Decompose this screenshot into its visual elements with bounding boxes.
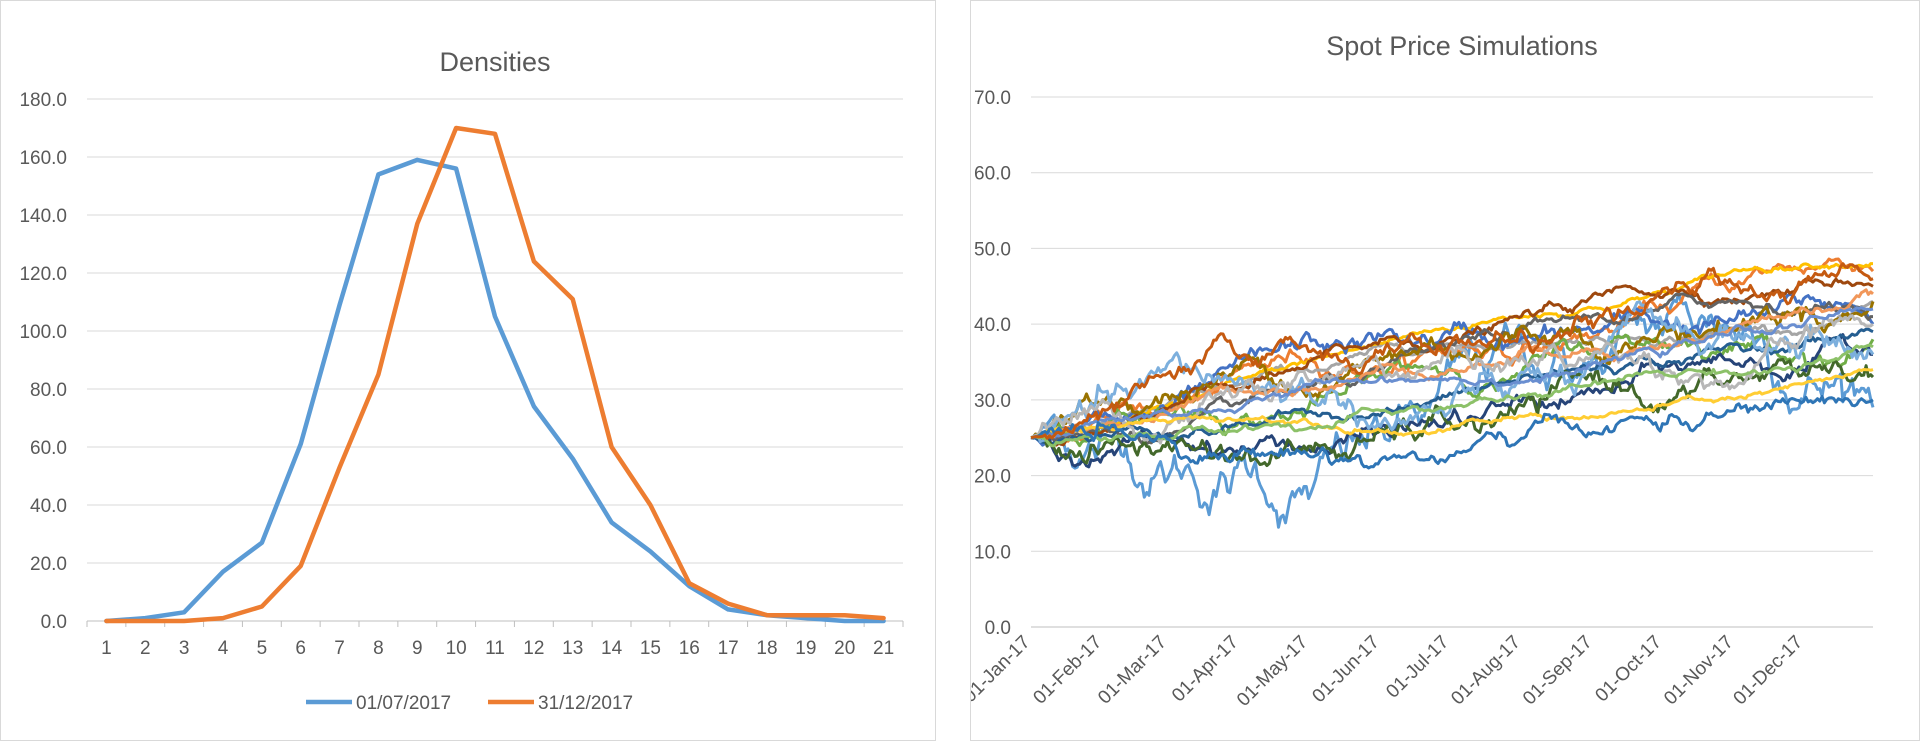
x-tick-label: 01-Jan-17 — [971, 632, 1035, 707]
simulation-line-18 — [1030, 343, 1874, 448]
x-tick-label: 13 — [562, 638, 583, 659]
y-tick-label: 100.0 — [19, 322, 67, 343]
simulation-line-5 — [1030, 292, 1875, 447]
x-tick-label: 01-Apr-17 — [1168, 632, 1243, 707]
x-tick-label: 01-Jul-17 — [1382, 632, 1453, 703]
x-tick-label: 01-Jun-17 — [1308, 632, 1383, 707]
x-tick-label: 01-Nov-17 — [1660, 632, 1738, 710]
y-tick-label: 120.0 — [19, 264, 67, 285]
series-line-1 — [104, 157, 886, 624]
y-tick-label: 180.0 — [19, 90, 67, 111]
simulation-line-19 — [1030, 395, 1874, 470]
simulation-line-16 — [1030, 368, 1874, 440]
x-tick-label: 01-Feb-17 — [1029, 632, 1106, 709]
x-tick-label: 7 — [334, 638, 345, 659]
x-tick-label: 12 — [523, 638, 544, 659]
chart-title: Spot Price Simulations — [1326, 31, 1598, 61]
y-tick-label: 20.0 — [974, 467, 1011, 488]
spot-price-chart-panel: Spot Price Simulations 0.0 10.0 20.0 30.0 40.… — [970, 0, 1920, 741]
spot-price-chart: Spot Price Simulations 0.0 10.0 20.0 30.0 40.… — [971, 31, 1875, 711]
x-tick-label: 6 — [295, 638, 306, 659]
legend-label: 31/12/2017 — [538, 693, 633, 714]
simulation-line-17 — [1030, 306, 1874, 440]
y-tick-label: 30.0 — [974, 391, 1011, 412]
y-tick-label: 140.0 — [19, 206, 67, 227]
x-tick-label: 19 — [795, 638, 816, 659]
x-tick-label: 18 — [756, 638, 777, 659]
simulation-line-13 — [1030, 300, 1875, 444]
y-tick-label: 60.0 — [30, 438, 67, 459]
chart-title: Densities — [439, 47, 550, 77]
y-tick-label: 0.0 — [985, 618, 1011, 639]
x-tick-label: 20 — [834, 638, 855, 659]
x-tick-label: 01-Aug-17 — [1447, 632, 1525, 710]
x-tick-label: 17 — [718, 638, 739, 659]
x-tick-label: 11 — [485, 638, 505, 659]
x-tick-label: 01-Mar-17 — [1094, 632, 1171, 709]
y-tick-label: 70.0 — [974, 88, 1011, 109]
x-tick-label: 15 — [640, 638, 661, 659]
y-tick-label: 60.0 — [974, 164, 1011, 185]
series-line-2 — [104, 125, 886, 624]
x-tick-label: 10 — [446, 638, 467, 659]
x-tick-label: 01-Oct-17 — [1591, 632, 1666, 707]
x-tick-label: 01-May-17 — [1233, 632, 1312, 711]
x-tick-label: 2 — [140, 638, 151, 659]
x-tick-label: 01-Sep-17 — [1519, 632, 1597, 710]
simulation-line-11 — [1030, 327, 1874, 445]
legend-label: 01/07/2017 — [356, 693, 451, 714]
x-tick-label: 1 — [101, 638, 112, 659]
y-tick-label: 20.0 — [30, 554, 67, 575]
simulation-line-9 — [1030, 292, 1873, 446]
x-tick-label: 3 — [179, 638, 190, 659]
x-tick-label: 01-Dec-17 — [1730, 632, 1808, 710]
y-tick-label: 40.0 — [974, 315, 1011, 336]
densities-chart-panel: Densities 0.0 20.0 40.0 60.0 80.0 100.0 120.0 14… — [0, 0, 936, 741]
x-tick-label: 21 — [873, 638, 894, 659]
y-tick-label: 10.0 — [974, 542, 1011, 563]
x-tick-label: 8 — [373, 638, 384, 659]
simulation-line-20 — [1030, 262, 1874, 440]
y-tick-label: 50.0 — [974, 239, 1011, 260]
x-tick-label: 16 — [679, 638, 700, 659]
y-tick-label: 160.0 — [19, 148, 67, 169]
densities-chart: Densities0.020.040.060.080.0100.0120.014… — [19, 47, 904, 714]
x-tick-label: 5 — [257, 638, 268, 659]
y-tick-label: 40.0 — [30, 496, 67, 517]
x-tick-label: 14 — [601, 638, 623, 659]
y-tick-label: 0.0 — [41, 612, 67, 633]
x-tick-label: 9 — [412, 638, 423, 659]
x-tick-label: 4 — [218, 638, 229, 659]
y-tick-label: 80.0 — [30, 380, 67, 401]
